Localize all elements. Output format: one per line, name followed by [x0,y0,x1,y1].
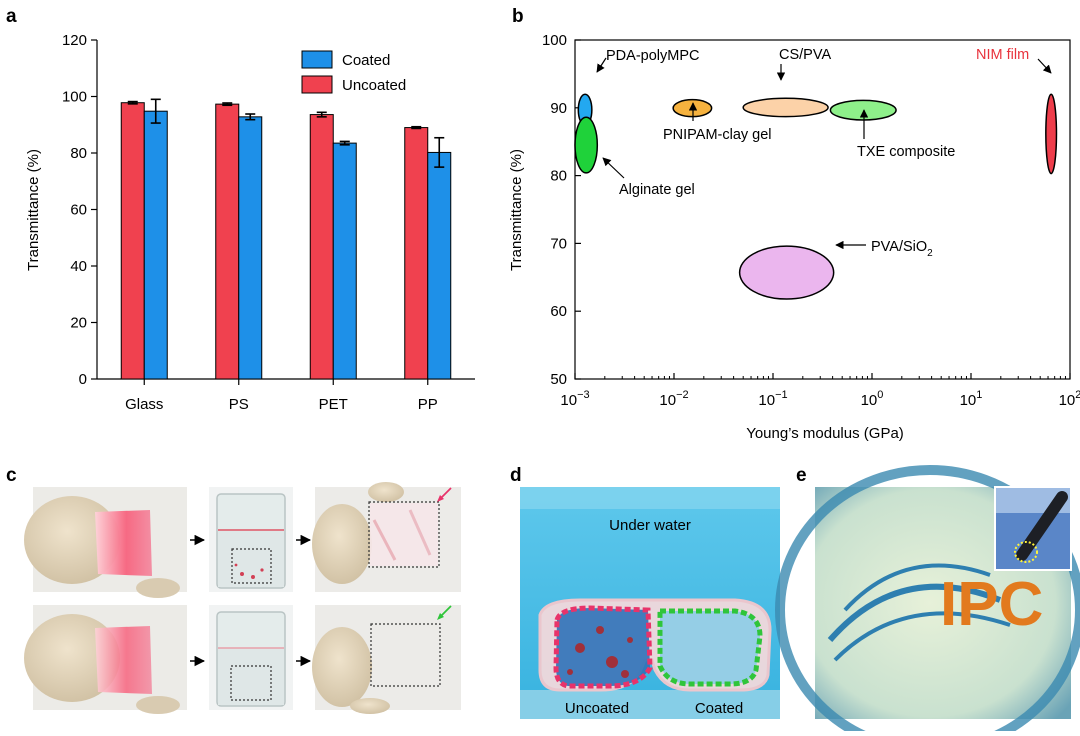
arrow-pda-polympc [596,57,607,73]
x-tick-label-ps: PS [229,396,249,413]
x-tick-label-pp: PP [418,396,438,413]
inset-photo [994,486,1072,571]
dashed-box [231,548,272,584]
panel-label-d: d [510,465,522,486]
y-tick-label: 120 [62,32,87,49]
scatter-modulus-transmittance: Transmittance (%) Young’s modulus (GPa) … [508,32,1080,442]
x-axis-label: Young’s modulus (GPa) [746,425,904,442]
photo-ipc-logo-through-film: IPC [775,465,1080,736]
bar-uncoated-glass [120,102,145,380]
panel-label-c: c [6,465,17,486]
y-tick-label: 80 [550,168,567,185]
photo-film-after-bottom [312,605,461,714]
bar-uncoated-pet [309,114,334,380]
dashed-box [368,501,440,568]
bar-uncoated-pp [404,127,429,380]
bar-chart-transmittance: Transmittance (%) 0 20 40 60 80 100 120 Glass P… [25,32,475,413]
bar-coated-ps [238,116,263,380]
x-tick-label: 10−2 [659,389,688,409]
panel-label-a: a [6,6,17,27]
arrow-nim-film [1037,58,1052,74]
arrow-alginate-gel [602,157,625,179]
plot-frame [574,39,1071,380]
dashed-circle [1014,541,1038,563]
label-nim-film: NIM film [976,47,1029,63]
panel-label-b: b [512,6,524,27]
y-tick-label: 20 [70,315,87,332]
dashed-box [370,623,441,687]
y-tick-label: 100 [542,32,567,49]
legend-label-coated: Coated [342,52,390,69]
x-tick-label: 10−1 [758,389,787,409]
y-tick-label: 70 [550,235,567,252]
label-cs-pva: CS/PVA [779,47,831,63]
label-uncoated: Uncoated [565,700,629,717]
photo-row-coated-uncoated-films [24,482,461,714]
photo-beaker-bottom [209,605,293,710]
photo-film-held-bottom [24,605,187,714]
y-tick-label: 100 [62,89,87,106]
y-tick-label: 50 [550,371,567,388]
legend-swatch-uncoated [301,75,333,94]
bar-coated-glass [143,110,168,380]
dashed-outline-coated [657,608,763,687]
dashed-box [230,665,272,701]
photo-film-after-top [312,482,461,592]
y-tick-label: 60 [550,303,567,320]
bar-uncoated-ps [215,103,240,380]
label-pnipam-clay-gel: PNIPAM-clay gel [663,127,772,143]
panel-label-e: e [796,465,807,486]
ellipse-nim-film [1045,93,1058,175]
photo-goggles-under-water: Under water Uncoated Coated [520,487,780,719]
logo-text-ipc: IPC [940,570,1043,639]
photo-film-held-top [24,487,187,598]
legend-swatch-coated [301,50,333,69]
x-tick-label: 102 [1059,389,1080,409]
x-tick-label: 100 [861,389,884,409]
photo-beaker-top [209,487,293,592]
ellipse-cs-pva [742,97,829,118]
ellipse-alginate-gel [574,116,599,174]
label-alginate-gel: Alginate gel [619,182,695,198]
ellipse-txe-composite [829,99,897,121]
label-pva-sio2: PVA/SiO2 [871,239,933,259]
bar-coated-pp [427,151,452,380]
x-tick-label: 10−3 [560,389,589,409]
legend-label-uncoated: Uncoated [342,77,406,94]
y-tick-label: 40 [70,258,87,275]
y-axis-label: Transmittance (%) [508,149,525,271]
y-tick-label: 0 [79,371,87,388]
label-txe-composite: TXE composite [857,144,955,160]
bar-coated-pet [332,142,357,380]
y-axis-label: Transmittance (%) [25,149,42,271]
label-coated: Coated [695,700,743,717]
y-tick-label: 60 [70,202,87,219]
dashed-outline-uncoated [553,605,653,689]
legend: Coated Uncoated [301,50,406,94]
ellipse-pva-sio2 [738,245,835,300]
x-tick-label-pet: PET [319,396,348,413]
y-tick-label: 90 [550,100,567,117]
x-tick-label: 101 [960,389,983,409]
label-pda-polympc: PDA-polyMPC [606,48,699,64]
x-tick-label-glass: Glass [125,396,163,413]
y-tick-label: 80 [70,145,87,162]
ellipse-pnipam-clay-gel [672,98,713,118]
label-under-water: Under water [609,517,691,534]
